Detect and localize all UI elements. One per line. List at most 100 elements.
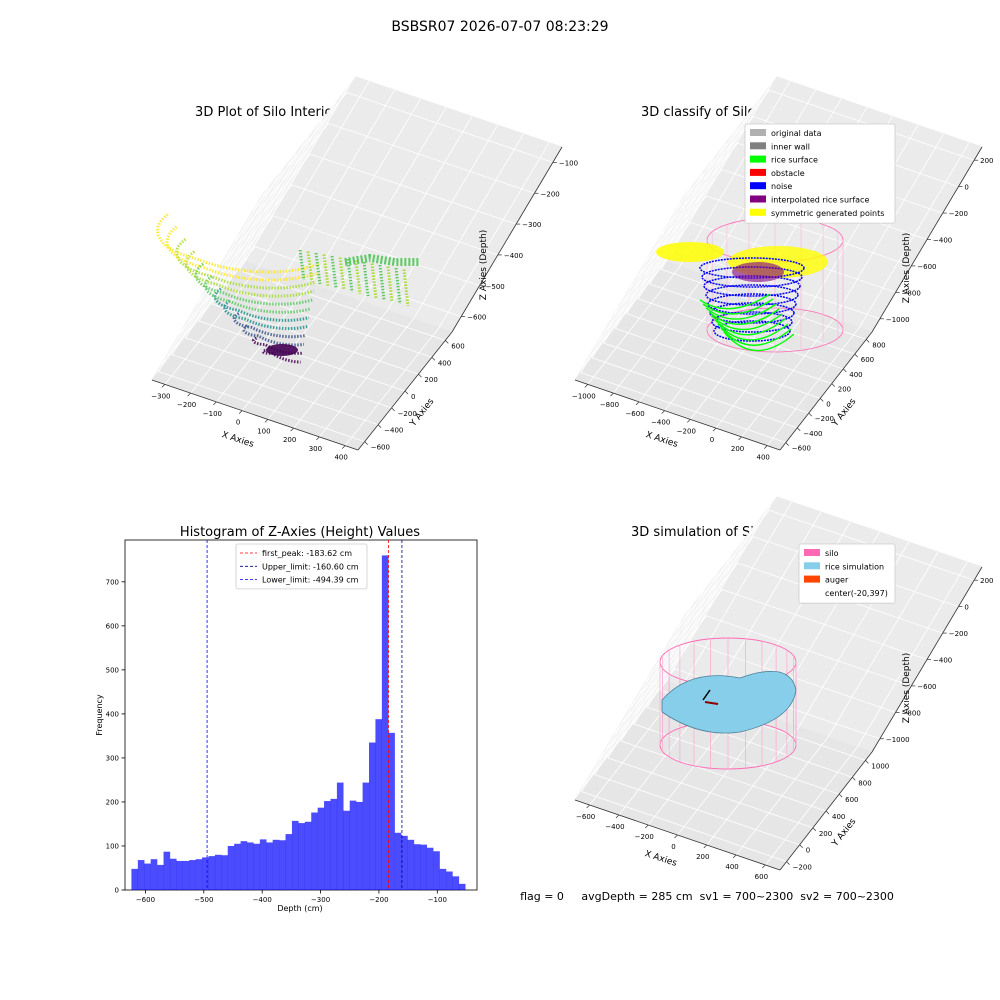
- histogram-x-tick-label: −500: [194, 896, 213, 904]
- histogram-bar: [439, 868, 447, 890]
- cls-y-tick: [854, 353, 858, 358]
- cls-rice-surface-row: [699, 293, 771, 310]
- raw-scan-strip: [338, 257, 346, 291]
- sim-rice-surface: [661, 670, 797, 734]
- raw-y-tick-label: 200: [424, 376, 437, 384]
- raw-z-tick-label: −600: [467, 314, 486, 322]
- cls-symmetric-points: [656, 242, 724, 262]
- histogram-legend-label: Upper_limit: -160.60 cm: [262, 562, 359, 571]
- sim-x-tick-label: 0: [671, 843, 675, 851]
- histogram-x-tick-label: −100: [428, 896, 447, 904]
- histogram-bar: [234, 843, 241, 890]
- raw-x-tick: [290, 427, 294, 432]
- raw-grid-y: [171, 169, 379, 426]
- sim-x-tick-label: −200: [635, 833, 654, 841]
- histogram-bar: [157, 864, 164, 890]
- raw-y-tick-label: 0: [411, 393, 415, 401]
- raw-z-tick-label: −500: [486, 283, 505, 291]
- histogram-bar: [169, 858, 177, 890]
- histogram-bar: [291, 820, 299, 890]
- raw-scan-row: [155, 213, 320, 274]
- panel-raw-zlabel: Z Axies (Depth): [479, 230, 489, 301]
- cls-y-tick-label: 800: [872, 341, 885, 349]
- cls-y-tick: [820, 398, 824, 402]
- sim-grid-x: [706, 541, 910, 846]
- cls-legend-label: interpolated rice surface: [771, 196, 869, 205]
- figure-suptitle: BSBSR07 2026-07-07 08:23:29: [391, 19, 608, 35]
- cls-rice-surface-row: [711, 313, 783, 331]
- sim-auger: [704, 701, 719, 705]
- sim-grid-z: [598, 641, 896, 761]
- histogram-y-tick-label: 0: [115, 887, 119, 895]
- histogram-bar: [356, 801, 363, 890]
- sim-x-tick: [762, 864, 766, 869]
- histogram-bar: [227, 845, 235, 890]
- histogram-ylabel: Frequency: [95, 694, 104, 736]
- raw-x-tick: [316, 436, 320, 441]
- cls-rice-surface-row: [708, 308, 780, 325]
- raw-y-tick: [404, 390, 409, 395]
- cls-x-tick-label: 200: [731, 445, 744, 453]
- cls-x-axis-line: [574, 379, 781, 451]
- sim-y-tick: [852, 777, 856, 781]
- cls-grid-y: [614, 143, 821, 399]
- sim-grid-y: [620, 555, 827, 812]
- sim-y-tick-label: 1000: [871, 762, 889, 770]
- histogram-bar: [343, 810, 350, 890]
- sim-z-tick-label: 0: [964, 604, 968, 612]
- cls-x-tick: [687, 419, 691, 423]
- histogram-legend: first_peak: -183.62 cm Upper_limit: -160.…: [235, 543, 368, 590]
- cls-x-tick: [610, 392, 614, 397]
- sim-y-tick: [838, 793, 843, 798]
- raw-grid-x: [319, 133, 524, 438]
- histogram-bar: [369, 742, 376, 890]
- raw-grid-y: [158, 186, 365, 442]
- sim-grid-y: [659, 505, 866, 761]
- raw-x-tick-label: −100: [203, 410, 222, 418]
- histogram-bar: [336, 782, 344, 890]
- cls-legend-label: obstacle: [771, 169, 805, 178]
- cls-y-tick: [785, 442, 789, 446]
- cls-grid-y: [591, 172, 798, 429]
- raw-grid-x: [190, 89, 395, 394]
- histogram-bar: [381, 555, 389, 890]
- sim-x-tick: [732, 854, 737, 859]
- raw-scan-strip: [314, 252, 322, 285]
- cls-y-tick: [808, 412, 812, 417]
- histogram-bar: [266, 842, 273, 890]
- cls-x-tick-label: −600: [625, 410, 644, 418]
- raw-grid-x: [164, 81, 370, 385]
- histogram-y-tick-label: 400: [106, 710, 119, 718]
- raw-x-tick: [238, 410, 243, 414]
- panel-sim-model: [659, 637, 797, 770]
- cls-noise-ring: [713, 320, 791, 342]
- sim-grid-y: [607, 572, 814, 829]
- sim-grid-x: [735, 551, 939, 856]
- panel-classify-zlabel: Z Axies (Depth): [902, 233, 912, 304]
- panel-histogram: Histogram of Z-Axies (Height) Values −60…: [95, 525, 478, 913]
- raw-grid-y: [198, 135, 406, 392]
- histogram-bar: [330, 798, 338, 890]
- sim-grid-x: [765, 561, 968, 866]
- histogram-bar: [317, 807, 325, 890]
- histogram-bar: [253, 843, 261, 890]
- histogram-bar: [137, 860, 145, 890]
- histogram-bar: [150, 859, 158, 890]
- raw-grid-z: [179, 215, 480, 335]
- panel-sim-legend: silo rice simulation auger center(-20,397): [798, 543, 896, 604]
- raw-scan-strip: [322, 254, 330, 287]
- histogram-title: Histogram of Z-Axies (Height) Values: [180, 525, 420, 540]
- raw-x-tick-label: 0: [236, 419, 240, 427]
- cls-legend-swatch: [750, 142, 766, 150]
- cls-z-tick-label: 200: [980, 157, 993, 165]
- raw-x-tick: [213, 401, 217, 406]
- histogram-xlabel: Depth (cm): [277, 904, 322, 913]
- sim-x-tick: [703, 844, 708, 849]
- cls-y-tick-label: −600: [792, 445, 811, 453]
- cls-z-tick-label: −600: [917, 263, 936, 271]
- cls-legend-label: symmetric generated points: [771, 209, 884, 218]
- raw-scan-strip: [330, 255, 338, 289]
- raw-scan-row: [194, 262, 313, 306]
- histogram-bar: [420, 844, 427, 890]
- raw-y-tick-label: −200: [398, 410, 417, 418]
